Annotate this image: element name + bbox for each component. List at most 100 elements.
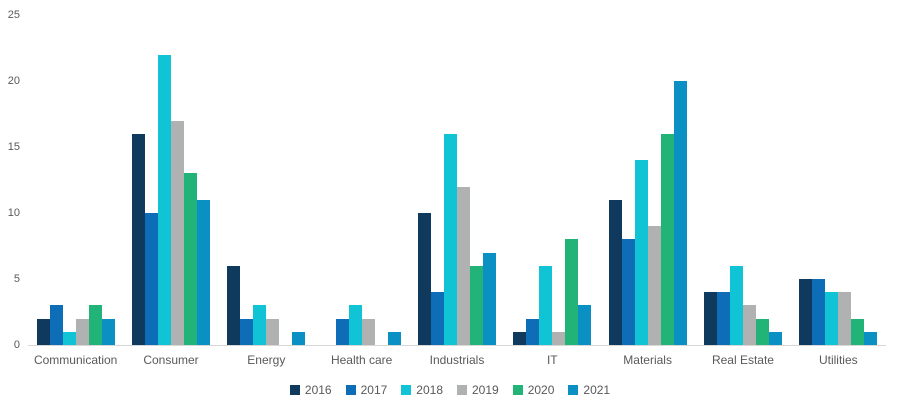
bar-2019[interactable]: [552, 332, 566, 345]
bar-2021[interactable]: [196, 200, 210, 345]
legend-item-2016[interactable]: 2016: [289, 383, 332, 397]
legend-item-2018[interactable]: 2018: [401, 383, 443, 397]
bar-group-utilities: Utilities: [791, 15, 886, 367]
legend-swatch-icon: [345, 385, 356, 395]
bar-2017[interactable]: [144, 213, 158, 345]
bar-2018[interactable]: [348, 305, 362, 345]
bar-2019[interactable]: [361, 319, 375, 345]
bar-group-consumer: Consumer: [123, 15, 218, 367]
bar-2018[interactable]: [253, 305, 267, 345]
bar-2019[interactable]: [838, 292, 852, 345]
bar-2021[interactable]: [864, 332, 878, 345]
legend-label: 2016: [304, 383, 332, 397]
bar-2018[interactable]: [539, 266, 553, 345]
bar-2016[interactable]: [36, 319, 50, 345]
bar-group-materials: Materials: [600, 15, 695, 367]
bar-2019[interactable]: [170, 121, 184, 345]
y-tick-label: 0: [13, 339, 20, 351]
bar-2019[interactable]: [75, 319, 89, 345]
bar-2021[interactable]: [482, 253, 496, 345]
bar-2018[interactable]: [62, 332, 76, 345]
bar-2016[interactable]: [227, 266, 241, 345]
bar-2016[interactable]: [703, 292, 717, 345]
bar-2017[interactable]: [240, 319, 254, 345]
bar-2016[interactable]: [131, 134, 145, 345]
bar-2017[interactable]: [430, 292, 444, 345]
legend: 2016 2017 2018 2019 2020 2021: [0, 383, 900, 397]
bar-2021[interactable]: [673, 81, 687, 345]
bar-2018[interactable]: [443, 134, 457, 345]
legend-label: 2017: [360, 383, 388, 397]
bar-2016[interactable]: [513, 332, 527, 345]
bars-row: [703, 266, 782, 345]
category-label: Utilities: [818, 353, 858, 367]
plot-area: Communication Consumer Energy Health care In…: [28, 15, 886, 367]
y-tick-label: 10: [7, 207, 20, 219]
legend-label: 2019: [472, 383, 499, 397]
bar-2017[interactable]: [621, 239, 635, 345]
y-tick-label: 25: [7, 9, 20, 21]
bar-2018[interactable]: [729, 266, 743, 345]
bar-group-real-estate: Real Estate: [695, 15, 790, 367]
bar-2019[interactable]: [266, 319, 280, 345]
legend-item-2021[interactable]: 2021: [568, 383, 610, 397]
bar-2019[interactable]: [742, 305, 756, 345]
bar-2017[interactable]: [335, 319, 349, 345]
legend-item-2017[interactable]: 2017: [345, 383, 388, 397]
bar-2019[interactable]: [456, 187, 470, 345]
category-label: IT: [546, 353, 558, 367]
bar-2017[interactable]: [49, 305, 63, 345]
bar-2021[interactable]: [768, 332, 782, 345]
bars-row: [417, 134, 496, 345]
y-tick-label: 5: [13, 273, 20, 285]
category-label: Health care: [330, 353, 393, 367]
legend-item-2019[interactable]: 2019: [457, 383, 499, 397]
bars-row: [799, 279, 878, 345]
legend-swatch-icon: [512, 385, 523, 395]
y-tick-label: 20: [7, 75, 20, 87]
legend-item-2020[interactable]: 2020: [512, 383, 555, 397]
bar-2017[interactable]: [812, 279, 826, 345]
category-label: Communication: [33, 353, 118, 367]
bar-2021[interactable]: [387, 332, 401, 345]
bar-2018[interactable]: [825, 292, 839, 345]
bar-2016[interactable]: [799, 279, 813, 345]
bar-2020[interactable]: [565, 239, 579, 345]
category-label: Energy: [247, 353, 286, 367]
legend-label: 2018: [416, 383, 443, 397]
y-axis: 0 5 10 15 20 25: [0, 0, 20, 409]
bar-2020[interactable]: [660, 134, 674, 345]
bars-row: [227, 266, 306, 345]
y-tick-label: 15: [7, 141, 20, 153]
bar-2020[interactable]: [469, 266, 483, 345]
bar-2018[interactable]: [157, 55, 171, 345]
bars-row: [323, 305, 401, 345]
legend-swatch-icon: [457, 385, 467, 395]
category-label: Industrials: [429, 353, 485, 367]
bar-2017[interactable]: [526, 319, 540, 345]
bar-2021[interactable]: [292, 332, 306, 345]
bar-group-communication: Communication: [28, 15, 123, 367]
bar-2019[interactable]: [647, 226, 661, 345]
bars-row: [513, 239, 592, 345]
legend-swatch-icon: [289, 385, 300, 395]
bar-group-health-care: Health care: [314, 15, 409, 367]
bar-2020[interactable]: [755, 319, 769, 345]
bar-2018[interactable]: [634, 160, 648, 345]
bar-2016[interactable]: [608, 200, 622, 345]
bars-row: [608, 81, 687, 345]
bar-2021[interactable]: [101, 319, 115, 345]
bar-2021[interactable]: [578, 305, 592, 345]
bar-2020[interactable]: [183, 173, 197, 345]
bar-2020[interactable]: [851, 319, 865, 345]
bar-2020[interactable]: [88, 305, 102, 345]
bar-2017[interactable]: [716, 292, 730, 345]
bars-row: [131, 55, 210, 345]
legend-label: 2020: [527, 383, 555, 397]
bar-2016[interactable]: [417, 213, 431, 345]
legend-label: 2021: [583, 383, 611, 397]
bars-row: [36, 305, 115, 345]
category-label: Real Estate: [711, 353, 774, 367]
bar-group-energy: Energy: [219, 15, 314, 367]
